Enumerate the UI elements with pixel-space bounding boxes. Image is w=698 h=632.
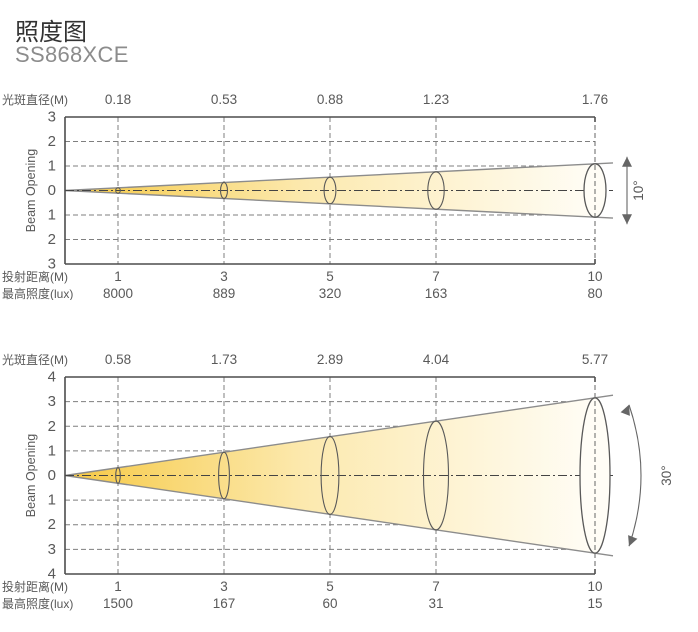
svg-text:1.23: 1.23	[423, 92, 449, 107]
svg-text:投射距离(M): 投射距离(M)	[2, 579, 68, 594]
svg-text:163: 163	[425, 286, 448, 300]
svg-text:2: 2	[48, 133, 56, 150]
svg-text:30°: 30°	[659, 465, 674, 485]
svg-text:4: 4	[48, 369, 56, 386]
svg-text:0: 0	[48, 467, 56, 484]
svg-text:3: 3	[48, 393, 56, 410]
svg-text:4.04: 4.04	[423, 352, 450, 367]
svg-text:889: 889	[213, 286, 236, 300]
svg-text:1: 1	[114, 269, 122, 284]
svg-text:1: 1	[114, 579, 122, 594]
svg-text:最高照度(lux): 最高照度(lux)	[2, 286, 73, 300]
svg-text:10°: 10°	[631, 180, 646, 200]
svg-text:0.58: 0.58	[105, 352, 131, 367]
svg-text:1: 1	[48, 158, 56, 175]
svg-text:最高照度(lux): 最高照度(lux)	[2, 596, 73, 611]
svg-text:2: 2	[48, 516, 56, 533]
svg-text:8000: 8000	[103, 286, 133, 300]
svg-text:1.76: 1.76	[582, 92, 608, 107]
svg-text:3: 3	[220, 579, 228, 594]
svg-text:0.88: 0.88	[317, 92, 343, 107]
svg-text:0.18: 0.18	[105, 92, 131, 107]
svg-text:2: 2	[48, 231, 56, 248]
svg-text:Beam Opening: Beam Opening	[24, 434, 38, 517]
svg-text:投射距离(M): 投射距离(M)	[2, 269, 68, 284]
svg-text:1: 1	[48, 442, 56, 459]
svg-text:1: 1	[48, 207, 56, 224]
svg-text:10: 10	[587, 269, 602, 284]
svg-text:0: 0	[48, 182, 56, 199]
svg-text:3: 3	[220, 269, 228, 284]
svg-text:2: 2	[48, 418, 56, 435]
svg-text:Beam Opening: Beam Opening	[24, 149, 38, 232]
svg-text:7: 7	[432, 269, 440, 284]
svg-text:167: 167	[213, 596, 236, 611]
svg-text:1500: 1500	[103, 596, 133, 611]
svg-text:31: 31	[428, 596, 443, 611]
svg-text:3: 3	[48, 541, 56, 558]
svg-text:7: 7	[432, 579, 440, 594]
svg-text:光斑直径(M): 光斑直径(M)	[2, 93, 68, 107]
svg-text:15: 15	[587, 596, 602, 611]
svg-text:1: 1	[48, 492, 56, 509]
svg-text:5.77: 5.77	[582, 352, 608, 367]
svg-text:10: 10	[587, 579, 602, 594]
svg-text:3: 3	[48, 109, 56, 126]
svg-text:60: 60	[322, 596, 337, 611]
svg-text:320: 320	[319, 286, 342, 300]
svg-text:5: 5	[326, 269, 334, 284]
svg-text:1.73: 1.73	[211, 352, 237, 367]
svg-text:光斑直径(M): 光斑直径(M)	[2, 353, 68, 367]
svg-text:5: 5	[326, 579, 334, 594]
svg-text:80: 80	[587, 286, 602, 300]
svg-text:0.53: 0.53	[211, 92, 237, 107]
svg-text:2.89: 2.89	[317, 352, 343, 367]
